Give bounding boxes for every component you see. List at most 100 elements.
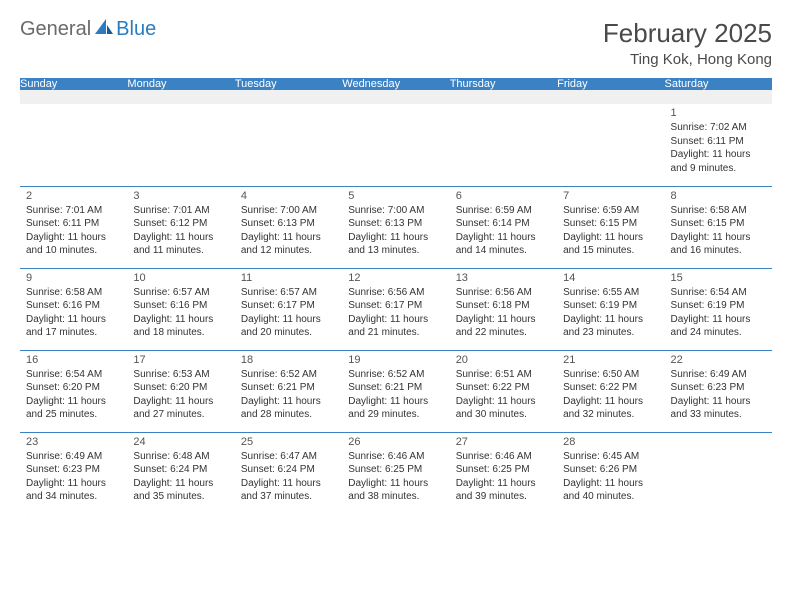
day-number: 4 (241, 190, 336, 202)
daylight-text: Daylight: 11 hours (563, 313, 658, 327)
sunrise-text: Sunrise: 6:57 AM (241, 286, 336, 300)
sunset-text: Sunset: 6:15 PM (671, 217, 766, 231)
day-number: 18 (241, 354, 336, 366)
sunset-text: Sunset: 6:18 PM (456, 299, 551, 313)
sunset-text: Sunset: 6:11 PM (671, 135, 766, 149)
sunset-text: Sunset: 6:22 PM (456, 381, 551, 395)
day-cell: 11 Sunrise: 6:57 AMSunset: 6:17 PMDayligh… (235, 268, 342, 350)
daylight-text: and 17 minutes. (26, 326, 121, 340)
week-row: 2 Sunrise: 7:01 AM Sunset: 6:11 PM Daylight… (20, 186, 772, 268)
sunrise-text: Sunrise: 6:57 AM (133, 286, 228, 300)
sunrise-text: Sunrise: 7:01 AM (133, 204, 228, 218)
day-number: 6 (456, 190, 551, 202)
day-cell: 14Sunrise: 6:55 AMSunset: 6:19 PMDayligh… (557, 268, 664, 350)
day-cell: 5Sunrise: 7:00 AMSunset: 6:13 PMDaylight… (342, 186, 449, 268)
day-number: 11 (241, 272, 336, 284)
daylight-text: Daylight: 11 hours (241, 231, 336, 245)
sunset-text: Sunset: 6:23 PM (671, 381, 766, 395)
daylight-text: Daylight: 11 hours (348, 477, 443, 491)
brand-text-general: General (20, 18, 91, 41)
day-cell: 8Sunrise: 6:58 AMSunset: 6:15 PMDaylight… (665, 186, 772, 268)
daylight-text: and 10 minutes. (26, 244, 121, 258)
daylight-text: and 11 minutes. (133, 244, 228, 258)
week-row: 23Sunrise: 6:49 AMSunset: 6:23 PMDayligh… (20, 432, 772, 514)
sunrise-text: Sunrise: 6:46 AM (348, 450, 443, 464)
week-row: 16Sunrise: 6:54 AMSunset: 6:20 PMDayligh… (20, 350, 772, 432)
day-cell: 6Sunrise: 6:59 AMSunset: 6:14 PMDaylight… (450, 186, 557, 268)
daylight-text: and 24 minutes. (671, 326, 766, 340)
daylight-text: and 34 minutes. (26, 490, 121, 504)
sunrise-text: Sunrise: 6:46 AM (456, 450, 551, 464)
day-header-tuesday: Tuesday (235, 78, 342, 90)
day-header-friday: Friday (557, 78, 664, 90)
day-cell: 21Sunrise: 6:50 AMSunset: 6:22 PMDayligh… (557, 350, 664, 432)
day-cell: 28Sunrise: 6:45 AMSunset: 6:26 PMDayligh… (557, 432, 664, 514)
sunrise-text: Sunrise: 7:02 AM (671, 121, 766, 135)
day-cell: 2Sunrise: 7:01 AMSunset: 6:11 PMDaylight… (20, 186, 127, 268)
day-cell: 10Sunrise: 6:57 AMSunset: 6:16 PMDayligh… (127, 268, 234, 350)
location: Ting Kok, Hong Kong (603, 51, 772, 68)
daylight-text: and 38 minutes. (348, 490, 443, 504)
sunset-text: Sunset: 6:19 PM (671, 299, 766, 313)
daylight-text: Daylight: 11 hours (241, 477, 336, 491)
sunset-text: Sunset: 6:15 PM (563, 217, 658, 231)
sunset-text: Sunset: 6:17 PM (241, 299, 336, 313)
sunrise-text: Sunrise: 7:00 AM (241, 204, 336, 218)
spacer-row (20, 90, 772, 104)
day-cell (235, 104, 342, 186)
daylight-text: Daylight: 11 hours (456, 395, 551, 409)
daylight-text: Daylight: 11 hours (241, 313, 336, 327)
sunrise-text: Sunrise: 6:56 AM (456, 286, 551, 300)
sunset-text: Sunset: 6:26 PM (563, 463, 658, 477)
daylight-text: Daylight: 11 hours (133, 313, 228, 327)
daylight-text: and 20 minutes. (241, 326, 336, 340)
daylight-text: Daylight: 11 hours (348, 395, 443, 409)
day-cell: 13Sunrise: 6:56 AMSunset: 6:18 PMDayligh… (450, 268, 557, 350)
daylight-text: Daylight: 11 hours (563, 395, 658, 409)
sunrise-text: Sunrise: 6:54 AM (26, 368, 121, 382)
day-cell: 27Sunrise: 6:46 AMSunset: 6:25 PMDayligh… (450, 432, 557, 514)
sunset-text: Sunset: 6:22 PM (563, 381, 658, 395)
brand-sail-icon (95, 19, 113, 40)
sunset-text: Sunset: 6:20 PM (133, 381, 228, 395)
sunset-text: Sunset: 6:24 PM (133, 463, 228, 477)
sunrise-text: Sunrise: 6:45 AM (563, 450, 658, 464)
day-cell (342, 104, 449, 186)
daylight-text: Daylight: 11 hours (26, 477, 121, 491)
daylight-text: and 28 minutes. (241, 408, 336, 422)
day-cell: 4Sunrise: 7:00 AMSunset: 6:13 PMDaylight… (235, 186, 342, 268)
day-number: 22 (671, 354, 766, 366)
sunset-text: Sunset: 6:20 PM (26, 381, 121, 395)
sunset-text: Sunset: 6:23 PM (26, 463, 121, 477)
daylight-text: and 37 minutes. (241, 490, 336, 504)
sunrise-text: Sunrise: 6:47 AM (241, 450, 336, 464)
day-number: 1 (671, 107, 766, 119)
daylight-text: Daylight: 11 hours (241, 395, 336, 409)
daylight-text: Daylight: 11 hours (671, 313, 766, 327)
daylight-text: and 12 minutes. (241, 244, 336, 258)
daylight-text: and 40 minutes. (563, 490, 658, 504)
day-cell (20, 104, 127, 186)
day-cell: 12Sunrise: 6:56 AMSunset: 6:17 PMDayligh… (342, 268, 449, 350)
sunset-text: Sunset: 6:24 PM (241, 463, 336, 477)
day-header-thursday: Thursday (450, 78, 557, 90)
calendar-table: Sunday Monday Tuesday Wednesday Thursday… (20, 78, 772, 514)
week-row: 9Sunrise: 6:58 AMSunset: 6:16 PMDaylight… (20, 268, 772, 350)
sunrise-text: Sunrise: 6:54 AM (671, 286, 766, 300)
day-number: 28 (563, 436, 658, 448)
day-cell: 7Sunrise: 6:59 AMSunset: 6:15 PMDaylight… (557, 186, 664, 268)
day-cell: 24Sunrise: 6:48 AMSunset: 6:24 PMDayligh… (127, 432, 234, 514)
day-cell: 16Sunrise: 6:54 AMSunset: 6:20 PMDayligh… (20, 350, 127, 432)
daylight-text: Daylight: 11 hours (456, 313, 551, 327)
day-number: 19 (348, 354, 443, 366)
day-header-wednesday: Wednesday (342, 78, 449, 90)
day-number: 2 (26, 190, 121, 202)
daylight-text: Daylight: 11 hours (563, 231, 658, 245)
sunset-text: Sunset: 6:11 PM (26, 217, 121, 231)
sunset-text: Sunset: 6:17 PM (348, 299, 443, 313)
sunrise-text: Sunrise: 6:53 AM (133, 368, 228, 382)
daylight-text: Daylight: 11 hours (26, 313, 121, 327)
sunrise-text: Sunrise: 6:59 AM (456, 204, 551, 218)
sunset-text: Sunset: 6:16 PM (133, 299, 228, 313)
sunrise-text: Sunrise: 6:58 AM (26, 286, 121, 300)
